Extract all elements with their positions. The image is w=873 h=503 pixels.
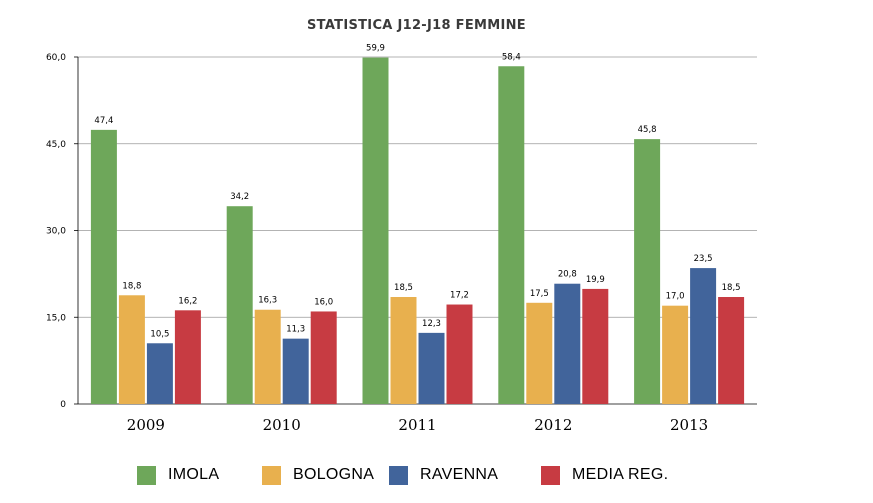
data-label: 45,8: [638, 125, 657, 135]
legend-label: IMOLA: [168, 466, 220, 483]
legend-swatch: [262, 465, 281, 485]
bar: [118, 295, 145, 404]
data-label: 18,8: [122, 281, 141, 291]
y-tick-label: 15,0: [46, 313, 66, 323]
bar: [254, 309, 281, 404]
data-label: 34,2: [230, 192, 249, 202]
legend-swatch: [137, 465, 156, 485]
data-label: 17,0: [666, 292, 685, 302]
x-category-label: 2009: [127, 416, 165, 434]
bar: [526, 302, 553, 404]
bar: [690, 268, 717, 404]
y-tick-label: 60,0: [46, 53, 66, 63]
data-label: 58,4: [502, 52, 521, 62]
data-label: 10,5: [150, 329, 169, 339]
chart-title: STATISTICA J12-J18 FEMMINE: [307, 18, 526, 33]
bar: [226, 206, 253, 404]
bar: [498, 66, 525, 405]
bar: [310, 311, 337, 404]
data-label: 23,5: [694, 254, 713, 264]
x-category-label: 2010: [263, 416, 301, 434]
data-label: 18,5: [394, 283, 413, 293]
legend-swatch: [389, 465, 408, 485]
legend-swatch: [541, 465, 560, 485]
bar: [146, 343, 173, 404]
data-label: 19,9: [586, 275, 605, 285]
legend-label: BOLOGNA: [293, 466, 375, 483]
legend-item: RAVENNA: [389, 463, 498, 487]
data-label: 12,3: [422, 319, 441, 329]
data-label: 16,0: [314, 297, 333, 307]
bar: [174, 310, 201, 404]
data-label: 59,9: [366, 44, 385, 54]
bar: [554, 283, 581, 404]
bar: [718, 297, 745, 404]
x-category-label: 2011: [398, 416, 436, 434]
legend-label: MEDIA REG.: [572, 466, 669, 483]
legend-item: IMOLA: [137, 463, 219, 487]
bar: [446, 304, 473, 404]
bar: [390, 297, 417, 404]
legend-label: RAVENNA: [420, 466, 499, 483]
bar: [582, 288, 609, 404]
data-label: 18,5: [722, 283, 741, 293]
legend: IMOLA BOLOGNA RAVENNA MEDIA REG.: [0, 463, 873, 487]
y-tick-label: 0: [60, 400, 66, 410]
legend-item: MEDIA REG.: [541, 463, 668, 487]
bar: [282, 338, 309, 404]
bars: [90, 57, 745, 405]
x-category-label: 2012: [534, 416, 572, 434]
data-label: 16,3: [258, 296, 277, 306]
data-labels: 47,4 18,8 10,5 16,2 34,2 16,3 11,3 16,0 59,9 18,5…: [94, 44, 740, 340]
bar: [662, 305, 689, 404]
bar: [362, 57, 389, 404]
data-label: 16,2: [178, 296, 197, 306]
bar: [90, 129, 117, 404]
y-tick-label: 45,0: [46, 140, 66, 150]
data-label: 11,3: [286, 325, 305, 335]
legend-item: BOLOGNA: [262, 463, 374, 487]
data-label: 17,2: [450, 291, 469, 301]
y-tick-label: 30,0: [46, 227, 66, 237]
bar: [418, 332, 445, 404]
data-label: 47,4: [94, 116, 113, 126]
data-label: 17,5: [530, 289, 549, 299]
x-category-label: 2013: [670, 416, 708, 434]
data-label: 20,8: [558, 270, 577, 280]
bar: [634, 139, 661, 404]
